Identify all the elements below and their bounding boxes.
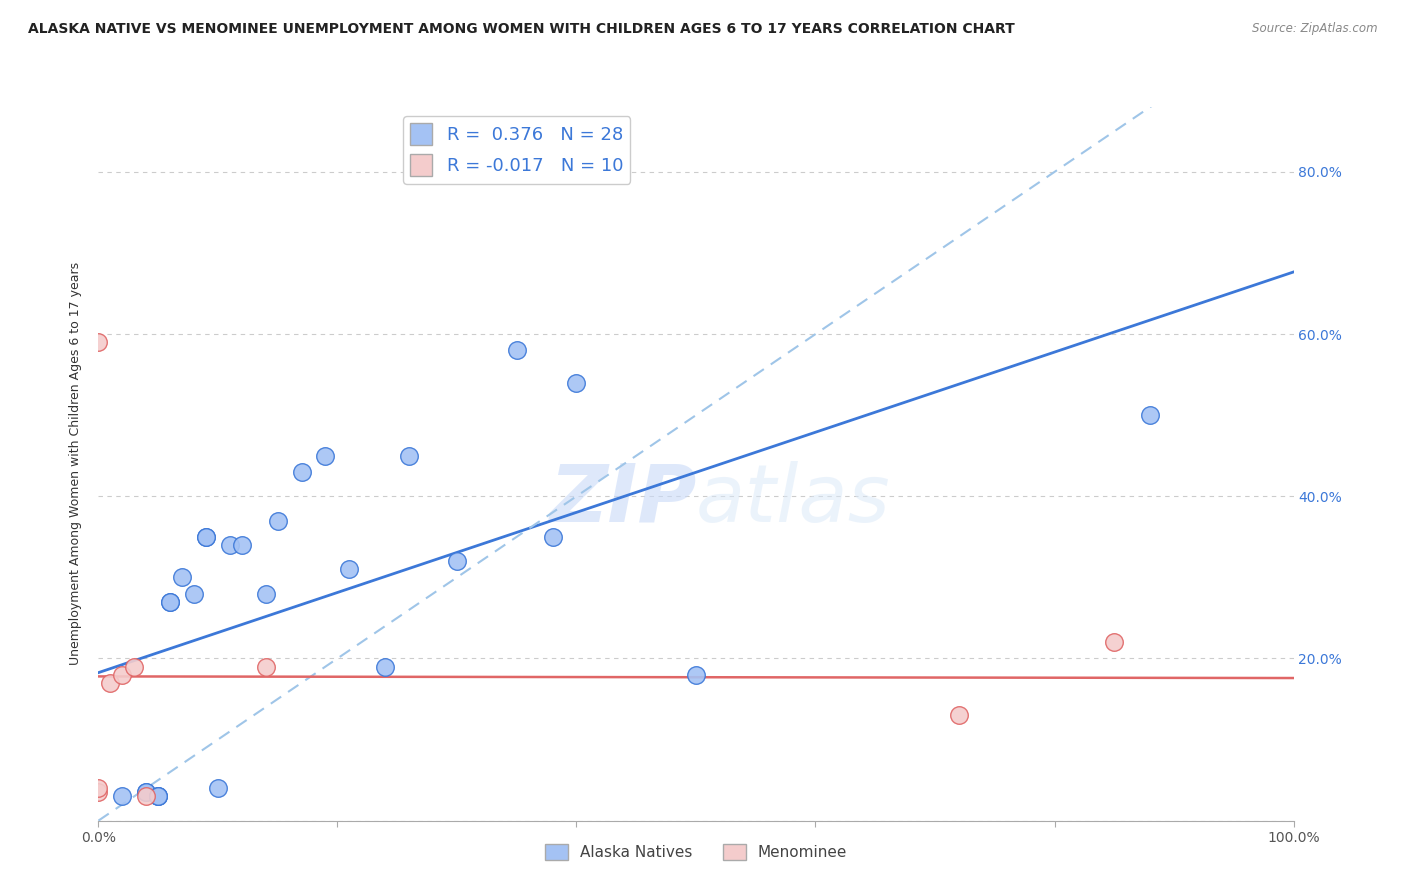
Point — [194, 530, 218, 544]
Text: ZIP: ZIP — [548, 460, 696, 539]
Point — [148, 789, 170, 804]
Point — [1102, 635, 1125, 649]
Text: ALASKA NATIVE VS MENOMINEE UNEMPLOYMENT AMONG WOMEN WITH CHILDREN AGES 6 TO 17 Y: ALASKA NATIVE VS MENOMINEE UNEMPLOYMENT … — [28, 22, 1015, 37]
Point — [135, 785, 157, 799]
Point — [194, 530, 218, 544]
Point — [291, 465, 314, 479]
Point — [446, 554, 468, 568]
Text: atlas: atlas — [696, 460, 891, 539]
Point — [565, 376, 588, 390]
Point — [374, 659, 396, 673]
Point — [506, 343, 529, 358]
Y-axis label: Unemployment Among Women with Children Ages 6 to 17 years: Unemployment Among Women with Children A… — [69, 262, 83, 665]
Point — [219, 538, 242, 552]
Point — [87, 785, 110, 799]
Point — [254, 659, 277, 673]
Point — [98, 675, 122, 690]
Point — [148, 789, 170, 804]
Legend: Alaska Natives, Menominee: Alaska Natives, Menominee — [538, 838, 853, 866]
Point — [267, 514, 290, 528]
Point — [183, 586, 205, 600]
Point — [172, 570, 194, 584]
Point — [87, 781, 110, 796]
Point — [1139, 408, 1161, 422]
Point — [541, 530, 564, 544]
Point — [87, 335, 110, 350]
Point — [111, 667, 134, 681]
Text: Source: ZipAtlas.com: Source: ZipAtlas.com — [1253, 22, 1378, 36]
Point — [159, 595, 181, 609]
Point — [231, 538, 253, 552]
Point — [135, 785, 157, 799]
Point — [148, 789, 170, 804]
Point — [685, 667, 707, 681]
Point — [398, 449, 420, 463]
Point — [207, 781, 229, 796]
Point — [339, 562, 360, 576]
Point — [315, 449, 337, 463]
Point — [948, 708, 970, 723]
Point — [111, 789, 134, 804]
Point — [124, 659, 146, 673]
Point — [135, 789, 157, 804]
Point — [159, 595, 181, 609]
Point — [254, 586, 277, 600]
